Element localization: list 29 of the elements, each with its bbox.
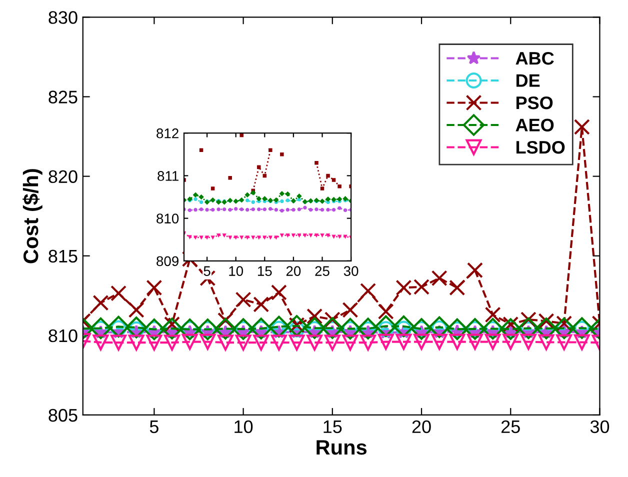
x-tick-label: 5 bbox=[204, 266, 210, 276]
y-axis-title: Cost ($/h) bbox=[22, 169, 42, 264]
y-tick-label: 811 bbox=[158, 171, 178, 181]
x-tick-label: 15 bbox=[258, 266, 272, 276]
x-tick-label: 20 bbox=[412, 420, 431, 434]
y-tick-label: 820 bbox=[48, 170, 78, 184]
x-axis-title: Runs bbox=[316, 440, 367, 455]
legend-label: AEO bbox=[516, 118, 554, 132]
x-tick-label: 25 bbox=[501, 420, 520, 434]
x-tick-label: 10 bbox=[234, 420, 253, 434]
y-tick-label: 812 bbox=[156, 128, 178, 138]
x-tick-label: 5 bbox=[150, 420, 158, 434]
y-tick-label: 810 bbox=[156, 214, 179, 224]
x-tick-label: 10 bbox=[229, 266, 244, 276]
x-tick-label: 30 bbox=[590, 420, 610, 434]
legend-label: PSO bbox=[516, 96, 553, 110]
y-tick-label: 809 bbox=[156, 256, 178, 266]
x-tick-label: 25 bbox=[315, 266, 330, 276]
y-tick-label: 825 bbox=[48, 90, 78, 104]
legend-label: ABC bbox=[516, 52, 554, 65]
y-tick-label: 815 bbox=[48, 250, 78, 263]
y-tick-label: 810 bbox=[48, 329, 78, 342]
y-tick-label: 830 bbox=[48, 11, 78, 24]
x-tick-label: 15 bbox=[324, 420, 342, 434]
legend-label: LSDO bbox=[516, 140, 565, 154]
y-tick-label: 805 bbox=[48, 408, 78, 422]
x-tick-label: 20 bbox=[286, 266, 301, 276]
x-tick-label: 30 bbox=[344, 266, 358, 276]
legend-label: DE bbox=[516, 74, 540, 87]
